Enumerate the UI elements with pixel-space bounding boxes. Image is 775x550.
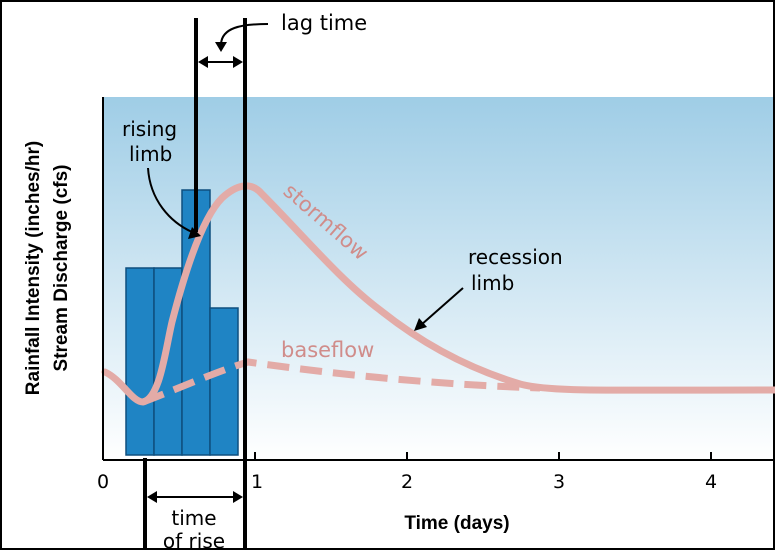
time-of-rise-arrow <box>147 491 243 503</box>
rising-limb-label-line2: limb <box>129 142 172 166</box>
x-tick-label-1: 1 <box>251 471 263 493</box>
x-tick-label-3: 3 <box>553 471 565 493</box>
time-of-rise-label-line2: of rise <box>163 529 225 550</box>
rising-limb-label-line1: rising <box>122 117 177 141</box>
lag-time-pointer <box>215 23 269 52</box>
x-axis-title: Time (days) <box>404 513 509 534</box>
time-of-rise-label-line1: time <box>171 506 216 530</box>
y-axis-title-discharge: Stream Discharge (cfs) <box>51 165 72 372</box>
y-axis-title-rainfall: Rainfall Intensity (inches/hr) <box>23 141 44 395</box>
recession-limb-label-line2: limb <box>471 271 514 295</box>
x-tick-label-2: 2 <box>401 471 413 493</box>
recession-limb-pointer <box>414 287 464 331</box>
x-ticks <box>254 452 712 460</box>
lag-time-arrow <box>198 56 243 68</box>
baseflow-label: baseflow <box>281 338 374 362</box>
rainfall-bar-4 <box>209 307 239 456</box>
rainfall-bar-3 <box>181 189 211 456</box>
rising-limb-pointer <box>147 167 201 239</box>
recession-limb-label-line1: recession <box>468 245 563 269</box>
x-tick-label-0: 0 <box>97 471 109 493</box>
rainfall-bar-1 <box>125 267 155 456</box>
lag-time-label: lag time <box>281 11 367 35</box>
stormflow-curve <box>101 182 775 406</box>
baseflow-curve <box>141 358 541 406</box>
x-tick-label-4: 4 <box>705 471 717 493</box>
